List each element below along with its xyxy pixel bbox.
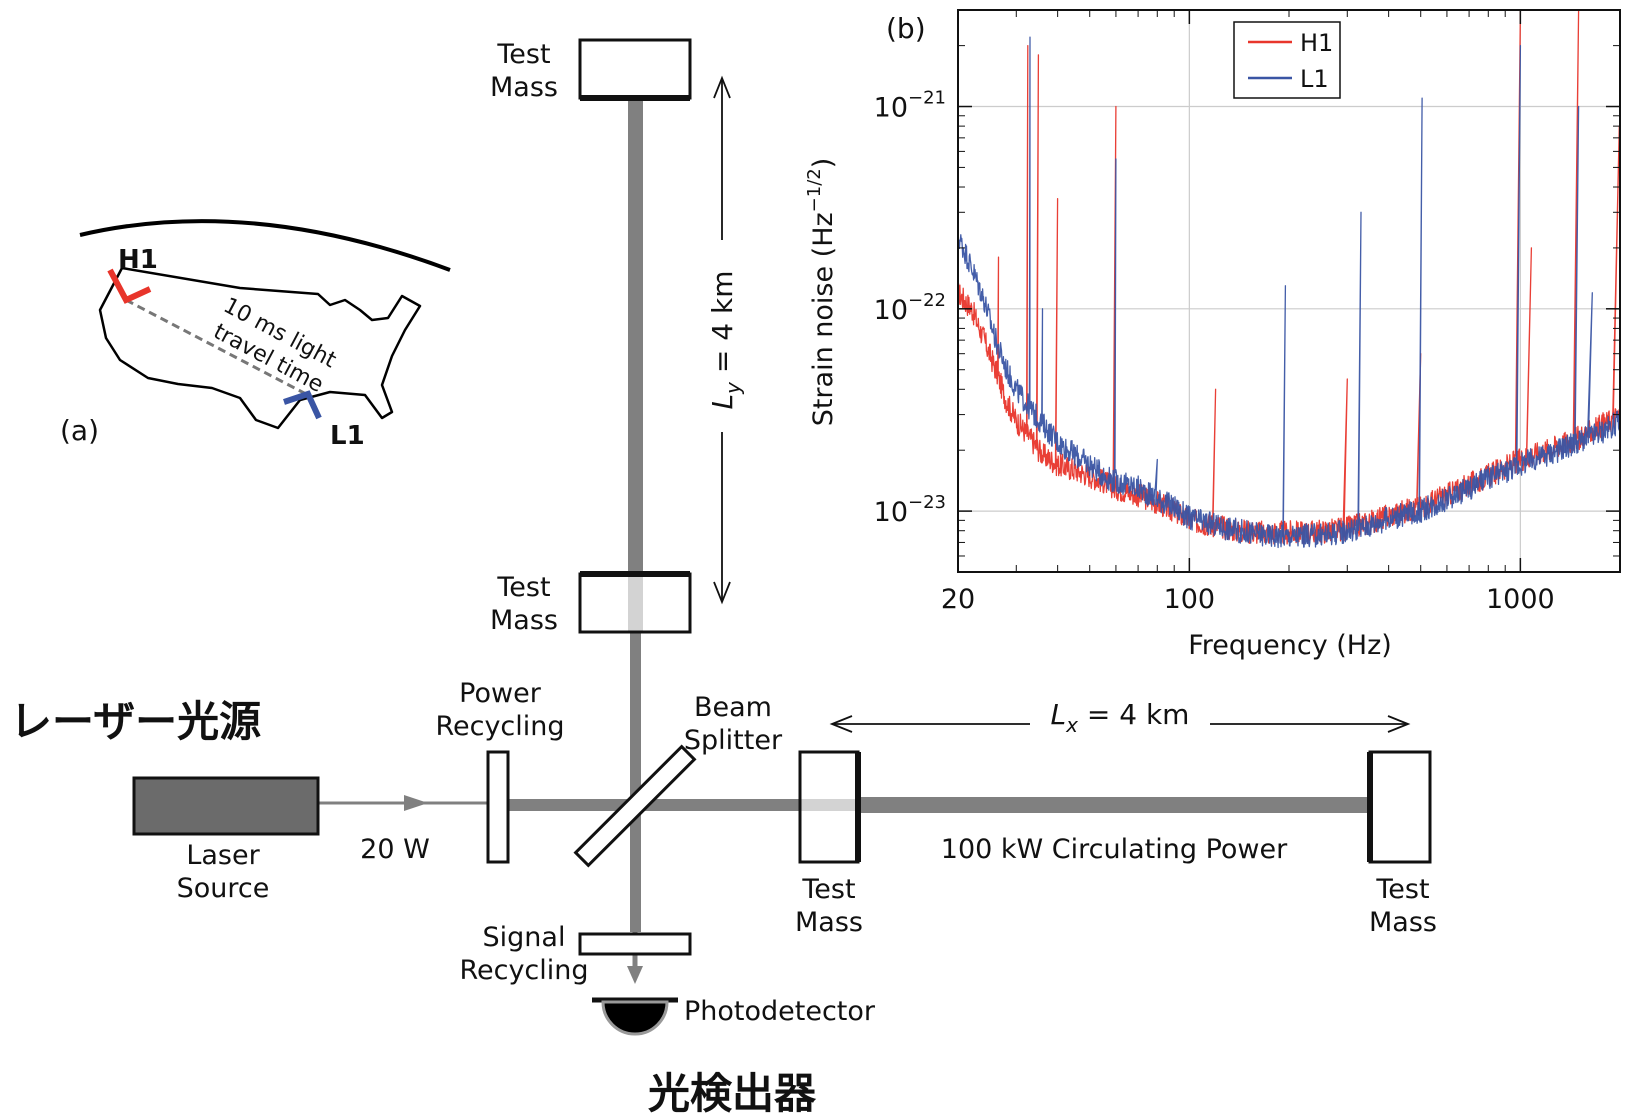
panel-a-label: (a) bbox=[60, 414, 99, 447]
earth-horizon bbox=[79, 219, 451, 272]
y-tick-label-base: 10 bbox=[874, 295, 908, 326]
power-recycling-label-2: Recycling bbox=[435, 711, 564, 742]
beam-splitter bbox=[573, 744, 697, 868]
y-tick-label-exponent: −22 bbox=[908, 290, 946, 311]
ylabel-end: ) bbox=[808, 158, 839, 169]
test-mass-top-label-2: Mass bbox=[490, 72, 558, 103]
x-tick-label: 1000 bbox=[1486, 584, 1555, 615]
test-mass-end-x-label-2: Mass bbox=[1369, 907, 1437, 938]
ylabel-sup: −1/2 bbox=[804, 168, 825, 212]
laser-source-box bbox=[132, 776, 320, 836]
chart-grid bbox=[958, 10, 1620, 572]
x-tick-label: 100 bbox=[1164, 584, 1216, 615]
y-arm-beam bbox=[628, 96, 643, 576]
chart-series bbox=[958, 10, 1620, 549]
y-tick-label: 10−23 bbox=[874, 492, 946, 528]
h1-label: H1 bbox=[118, 245, 158, 275]
test-mass-y-end bbox=[578, 38, 692, 100]
y-vertical-beam-lower bbox=[630, 632, 641, 932]
interferometer-diagram: Test Mass Test Mass Test Mass Test Mass … bbox=[10, 38, 1437, 1116]
lx-arrowhead-right bbox=[1387, 715, 1411, 733]
chart-legend: H1 L1 bbox=[1233, 21, 1341, 99]
laser-source-label-1: Laser bbox=[186, 840, 260, 871]
jp-laser-source-label: レーザー光源 bbox=[10, 697, 261, 746]
chart-y-axis-label: Strain noise (Hz−1/2) bbox=[804, 158, 839, 427]
circulating-power-label: 100 kW Circulating Power bbox=[941, 834, 1288, 865]
beam-splitter-label-2: Splitter bbox=[684, 725, 783, 756]
signal-recycling-label-1: Signal bbox=[483, 922, 566, 953]
ly-label: Ly = 4 km bbox=[706, 271, 745, 410]
photodetector-arrowhead bbox=[627, 966, 643, 984]
test-mass-inner-y-label-1: Test bbox=[496, 572, 550, 603]
test-mass-x-end bbox=[1368, 750, 1432, 864]
beam-splitter-label-1: Beam bbox=[694, 692, 772, 723]
photodetector-icon bbox=[601, 1000, 669, 1036]
lx-label: Lx = 4 km bbox=[1051, 698, 1190, 737]
test-mass-end-x-label-1: Test bbox=[1375, 874, 1429, 905]
ylabel-main: Strain noise (Hz bbox=[808, 212, 839, 426]
power-recycling-label-1: Power bbox=[459, 678, 542, 709]
lx-arrowhead-left bbox=[829, 715, 853, 733]
test-mass-inner-x-label-2: Mass bbox=[795, 907, 863, 938]
y-tick-label-base: 10 bbox=[874, 497, 908, 528]
power-recycling-mirror bbox=[486, 750, 510, 864]
x-arm-beam-through-mass bbox=[800, 799, 858, 811]
lx-var: L bbox=[1051, 698, 1067, 731]
lx-sub: x bbox=[1065, 713, 1078, 737]
ly-var: L bbox=[706, 394, 739, 410]
x-beam-inner bbox=[508, 799, 800, 811]
ly-arrowhead-bottom bbox=[713, 581, 731, 605]
travel-path-line bbox=[125, 298, 307, 396]
legend-box bbox=[1233, 21, 1341, 99]
y-arm-beam-through-mass bbox=[628, 576, 643, 632]
y-tick-label: 10−21 bbox=[874, 88, 946, 124]
l1-detector-icon bbox=[283, 390, 322, 420]
ly-sub: y bbox=[721, 381, 745, 395]
panel-b-label: (b) bbox=[886, 12, 926, 45]
input-power-label: 20 W bbox=[360, 834, 430, 865]
l1-label: L1 bbox=[330, 421, 365, 451]
panel-a-map: H1 L1 10 ms light travel time (a) bbox=[60, 219, 451, 451]
ly-arrowhead-top bbox=[713, 75, 731, 99]
y-tick-label-exponent: −21 bbox=[908, 88, 946, 109]
x-tick-label: 20 bbox=[941, 584, 975, 615]
legend-h1-label: H1 bbox=[1300, 29, 1333, 57]
laser-input-arrowhead bbox=[404, 795, 428, 811]
signal-recycling-mirror bbox=[578, 932, 692, 956]
x-arm-beam bbox=[858, 797, 1370, 813]
lx-rest: = 4 km bbox=[1078, 698, 1189, 731]
y-tick-label-base: 10 bbox=[874, 93, 908, 124]
us-map-outline bbox=[98, 266, 422, 430]
laser-source-label-2: Source bbox=[177, 873, 270, 904]
test-mass-inner-y-label-2: Mass bbox=[490, 605, 558, 636]
signal-recycling-label-2: Recycling bbox=[459, 955, 588, 986]
y-tick-label: 10−22 bbox=[874, 290, 946, 326]
legend-l1-label: L1 bbox=[1300, 65, 1329, 93]
jp-photodetector-label: 光検出器 bbox=[648, 1069, 817, 1116]
series-line-l1 bbox=[958, 36, 1620, 549]
chart-x-axis-label: Frequency (Hz) bbox=[1188, 630, 1392, 661]
ly-rest: = 4 km bbox=[706, 271, 739, 382]
photodetector-label: Photodetector bbox=[684, 996, 876, 1027]
chart-ticks bbox=[957, 9, 1620, 572]
test-mass-top-label-1: Test bbox=[496, 39, 550, 70]
test-mass-inner-x-label-1: Test bbox=[801, 874, 855, 905]
h1-detector-icon bbox=[107, 268, 152, 304]
y-tick-label-exponent: −23 bbox=[908, 492, 946, 513]
